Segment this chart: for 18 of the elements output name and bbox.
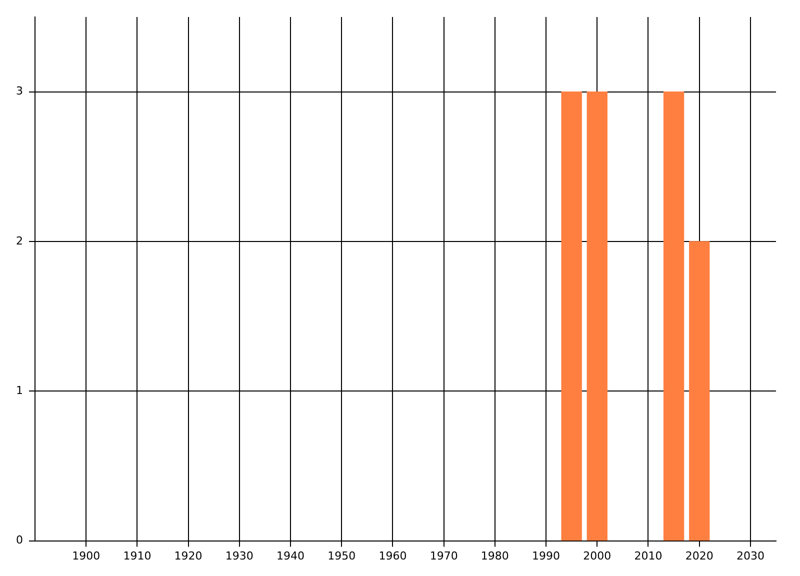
x-tick-label: 1970 bbox=[430, 549, 458, 562]
y-tick-label: 0 bbox=[16, 534, 23, 547]
y-tick-label: 3 bbox=[16, 84, 23, 98]
x-tick-label: 1930 bbox=[225, 549, 254, 562]
y-tick-label: 1 bbox=[16, 384, 23, 397]
x-tick-label: 1990 bbox=[532, 549, 560, 562]
x-tick-label: 1950 bbox=[328, 549, 356, 562]
x-tick-label: 1900 bbox=[72, 549, 100, 562]
x-tick-label: 1920 bbox=[174, 549, 202, 562]
x-tick-label: 2030 bbox=[736, 549, 764, 562]
x-tick-label: 2010 bbox=[634, 549, 662, 562]
x-tick-label: 2020 bbox=[685, 549, 714, 562]
x-tick-label: 1940 bbox=[276, 549, 305, 562]
x-tick-label: 1980 bbox=[480, 549, 509, 562]
x-tick-label: 1960 bbox=[378, 549, 407, 562]
x-tick-label: 2000 bbox=[583, 549, 612, 562]
x-tick-label: 1910 bbox=[123, 549, 152, 562]
y-tick-label: 2 bbox=[16, 234, 23, 248]
